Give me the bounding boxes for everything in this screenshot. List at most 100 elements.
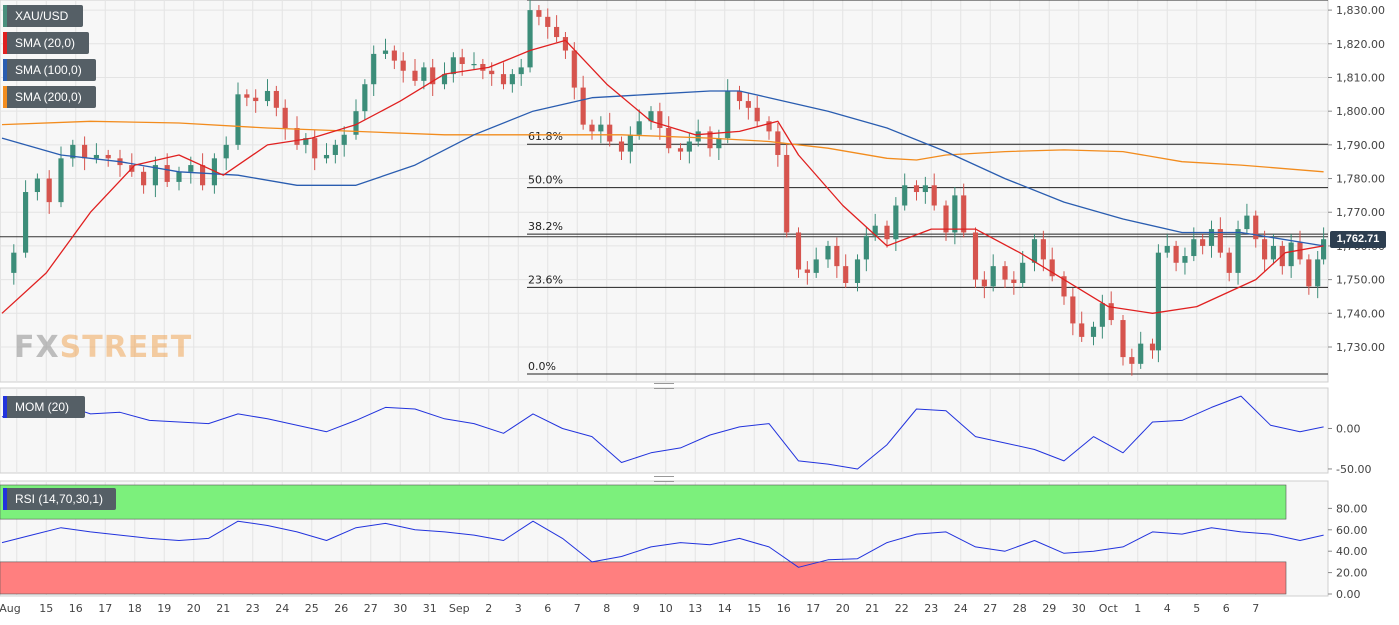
candle-body xyxy=(961,195,967,233)
legend-label: SMA (100,0) xyxy=(15,63,82,77)
current-price: 1,762.71 xyxy=(1336,233,1380,245)
candle-body xyxy=(273,90,279,108)
x-tick-label: 6 xyxy=(544,602,551,615)
x-tick-label: 20 xyxy=(836,602,850,615)
candle-body xyxy=(1040,239,1046,260)
x-tick-label: 6 xyxy=(1223,602,1230,615)
sma100-line xyxy=(1,90,1324,247)
candle-body xyxy=(1011,279,1017,283)
candle-body xyxy=(459,57,465,65)
x-tick-label: 2 xyxy=(485,602,492,615)
candle-body xyxy=(554,26,560,38)
legend-sma200[interactable]: SMA (200,0) xyxy=(3,86,96,108)
candle-body xyxy=(509,74,515,85)
pane-divider-2[interactable] xyxy=(654,476,674,482)
x-tick-label: 7 xyxy=(574,602,581,615)
candle-body xyxy=(264,90,271,102)
price-tag: 1,762.71 xyxy=(1330,231,1386,248)
candle-body xyxy=(244,94,250,98)
rsi-overbought-zone xyxy=(0,484,1287,520)
x-tick-label: 30 xyxy=(393,602,407,615)
candle-body xyxy=(412,70,418,81)
pane-bg-0 xyxy=(0,0,1329,383)
candle-body xyxy=(82,144,88,159)
candle-body xyxy=(1262,239,1268,260)
y-tick-label: 1,750.00 xyxy=(1336,274,1385,287)
x-tick-label: 24 xyxy=(954,602,968,615)
y-tick-label: 1,820.00 xyxy=(1336,38,1385,51)
legend-sma20[interactable]: SMA (20,0) xyxy=(3,32,89,54)
y-tick-label: 1,730.00 xyxy=(1336,341,1385,354)
x-tick-label: 23 xyxy=(924,602,938,615)
candle-body xyxy=(323,154,330,159)
y-tick-label: 1,830.00 xyxy=(1336,4,1385,17)
candle-body xyxy=(745,101,751,108)
candle-body xyxy=(1226,252,1232,273)
x-tick-label: 27 xyxy=(983,602,997,615)
candle-body xyxy=(141,171,147,186)
candle-body xyxy=(536,10,542,17)
candle-body xyxy=(627,134,633,152)
candle-body xyxy=(922,185,928,193)
legend-momentum[interactable]: MOM (20) xyxy=(3,396,85,418)
candle-body xyxy=(1155,252,1161,351)
legend-label: XAU/USD xyxy=(15,9,69,23)
candle-body xyxy=(1306,259,1312,287)
candle-body xyxy=(1244,215,1250,230)
x-tick-label: 28 xyxy=(1013,602,1027,615)
candle-body xyxy=(400,60,406,71)
legend-sma100[interactable]: SMA (100,0) xyxy=(3,59,96,81)
candle-body xyxy=(804,269,810,273)
candle-body xyxy=(1099,303,1105,327)
candle-body xyxy=(981,279,987,287)
legend-xauusd[interactable]: XAU/USD xyxy=(3,5,83,27)
candle-body xyxy=(1217,229,1223,253)
x-tick-label: 17 xyxy=(806,602,820,615)
candle-body xyxy=(1297,242,1303,260)
rsi-tick-label: 0.00 xyxy=(1336,588,1361,601)
legend-swatch xyxy=(3,59,7,81)
candle-body xyxy=(618,141,625,152)
candle-body xyxy=(1315,259,1321,287)
mom-tick-label: 0.00 xyxy=(1336,422,1361,435)
y-tick-label: 1,810.00 xyxy=(1336,71,1385,84)
candle-body xyxy=(784,154,790,233)
candle-body xyxy=(480,64,486,71)
candle-body xyxy=(990,266,996,287)
candle-body xyxy=(884,225,890,240)
candle-body xyxy=(93,154,99,159)
fxstreet-logo: FXSTREET xyxy=(14,330,192,365)
x-tick-label: 18 xyxy=(128,602,142,615)
grid-layer xyxy=(0,0,1329,597)
candle-body xyxy=(725,90,731,139)
candle-body xyxy=(471,64,477,66)
candle-body xyxy=(1061,276,1067,297)
candle-body xyxy=(813,259,819,273)
candle-body xyxy=(580,87,586,125)
candle-body xyxy=(1253,215,1259,240)
candle-body xyxy=(294,128,300,145)
x-tick-label: 25 xyxy=(305,602,319,615)
candle-body xyxy=(105,154,111,159)
x-tick-label: 13 xyxy=(688,602,702,615)
candle-body xyxy=(1191,239,1197,257)
legend-label: SMA (200,0) xyxy=(15,90,82,104)
y-tick-label: 1,740.00 xyxy=(1336,307,1385,320)
candle-body xyxy=(391,50,397,61)
legend-rsi[interactable]: RSI (14,70,30,1) xyxy=(3,488,116,510)
legend-label: RSI (14,70,30,1) xyxy=(15,492,104,506)
candle-body xyxy=(843,266,849,283)
candle-body xyxy=(754,107,760,122)
candle-body xyxy=(598,124,604,132)
x-tick-label: 21 xyxy=(216,602,230,615)
candle-body xyxy=(657,111,663,129)
indicator-lines xyxy=(1,39,1324,568)
candle-body xyxy=(707,131,713,149)
candle-body xyxy=(795,232,802,270)
fib-label: 38.2% xyxy=(528,220,563,233)
candle-body xyxy=(571,50,577,88)
candle-body xyxy=(382,50,389,54)
candle-body xyxy=(913,185,920,193)
x-tick-label: 27 xyxy=(364,602,378,615)
pane-divider-1[interactable] xyxy=(654,383,674,389)
